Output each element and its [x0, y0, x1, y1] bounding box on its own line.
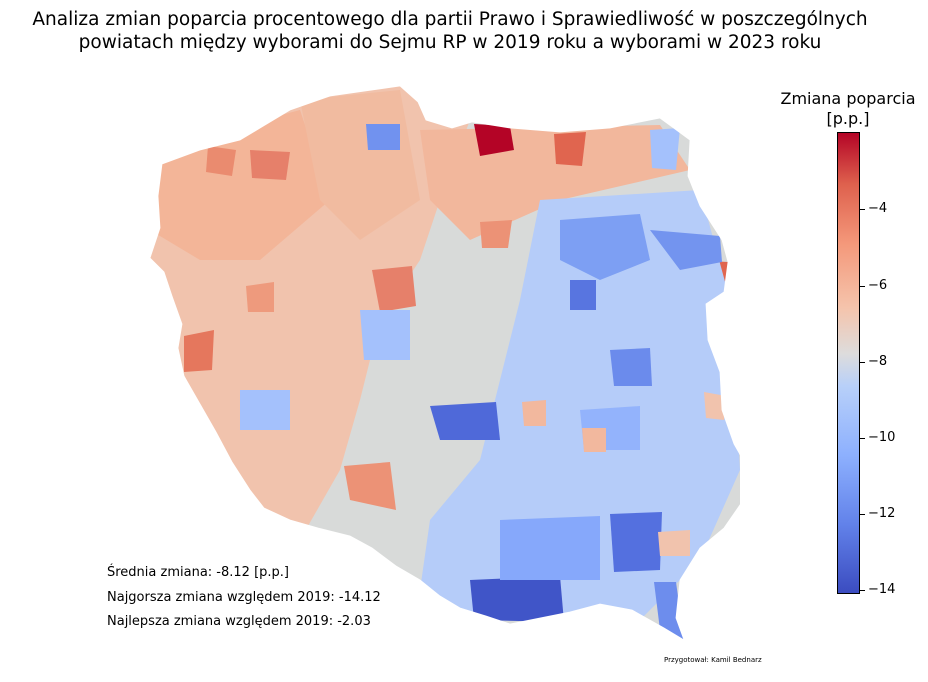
poland-outline — [149, 85, 751, 641]
region-blue-h — [366, 124, 400, 150]
colorbar-tick-label: −12 — [868, 506, 896, 521]
region-red-f — [206, 146, 236, 176]
colorbar-tick-label: −4 — [868, 201, 888, 216]
colorbar-tick-label: −10 — [868, 430, 896, 445]
region-red-g — [344, 462, 396, 510]
region-red-i — [480, 220, 512, 248]
map-title-line-1: Analiza zmian poparcia procentowego dla … — [32, 9, 868, 30]
region-red-c — [372, 266, 416, 312]
colorbar-tick-label: −8 — [868, 354, 888, 369]
region-blue-a — [570, 280, 596, 310]
colorbar — [837, 132, 860, 594]
map-title-line-2: powiatach między wyborami do Sejmu RP w … — [78, 32, 822, 53]
map-title: Analiza zmian poparcia procentowego dla … — [0, 8, 900, 54]
colorbar-tick-label: −14 — [868, 582, 896, 597]
colorbar-tick — [860, 590, 865, 591]
region-blue-b — [610, 348, 652, 386]
region-podlasie — [560, 214, 650, 280]
region-red-h — [246, 282, 274, 312]
region-blue-j — [240, 390, 290, 430]
region-red-d — [184, 330, 214, 372]
region-salmon-d — [658, 530, 690, 556]
region-max-change — [474, 124, 514, 156]
region-blue-e — [610, 512, 662, 572]
region-salmon-a — [582, 428, 606, 452]
region-podlasie-east — [650, 230, 722, 270]
region-blue-i — [360, 310, 410, 360]
colorbar-tick — [860, 209, 865, 210]
region-salmon-c — [704, 392, 726, 420]
region-red-a — [554, 132, 586, 166]
stat-worst: Najgorsza zmiana względem 2019: -14.12 — [107, 590, 381, 605]
region-blue-d — [470, 576, 564, 622]
colorbar-tick-label: −6 — [868, 278, 888, 293]
colorbar-title-line-2: [p.p.] — [826, 109, 870, 128]
region-blue-g — [500, 516, 600, 580]
region-red-e — [250, 150, 290, 180]
colorbar-tick — [860, 286, 865, 287]
stat-mean: Średnia zmiana: -8.12 [p.p.] — [107, 565, 289, 580]
colorbar-tick — [860, 514, 865, 515]
colorbar-tick — [860, 362, 865, 363]
region-blue-f — [654, 582, 684, 640]
author-credit: Przygotował: Kamil Bednarz — [664, 656, 762, 664]
stat-best: Najlepsza zmiana względem 2019: -2.03 — [107, 614, 371, 629]
region-blue-c — [430, 402, 500, 440]
colorbar-title-line-1: Zmiana poparcia — [780, 89, 916, 108]
colorbar-tick — [860, 438, 865, 439]
colorbar-title: Zmiana poparcia [p.p.] — [760, 89, 928, 129]
region-blue-k — [650, 128, 680, 170]
region-salmon-b — [522, 400, 546, 426]
